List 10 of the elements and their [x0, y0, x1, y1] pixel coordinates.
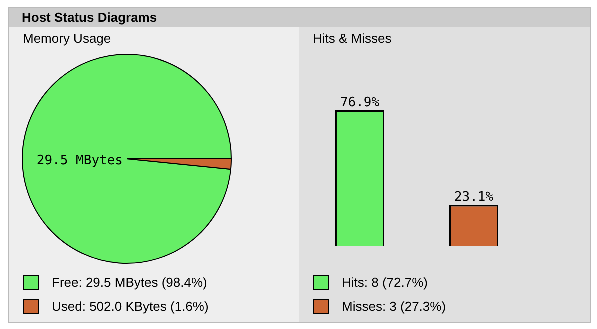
text: Host Status Diagrams: [9, 8, 590, 27]
data-label: 76.9%: [340, 95, 380, 110]
data-label: 23.1%: [454, 190, 494, 206]
legend-label: Free: 29.5 MBytes (98.4%): [52, 274, 208, 290]
text: Hits: 8 (72.7%): [342, 274, 428, 290]
chart-title: Hits & Misses: [313, 31, 392, 46]
text: Misses: 3 (27.3%): [342, 298, 446, 314]
legend-label: Used: 502.0 KBytes (1.6%): [52, 298, 209, 314]
text: 29.5 MBytes: [36, 153, 123, 168]
chart-title: Memory Usage: [23, 31, 112, 46]
